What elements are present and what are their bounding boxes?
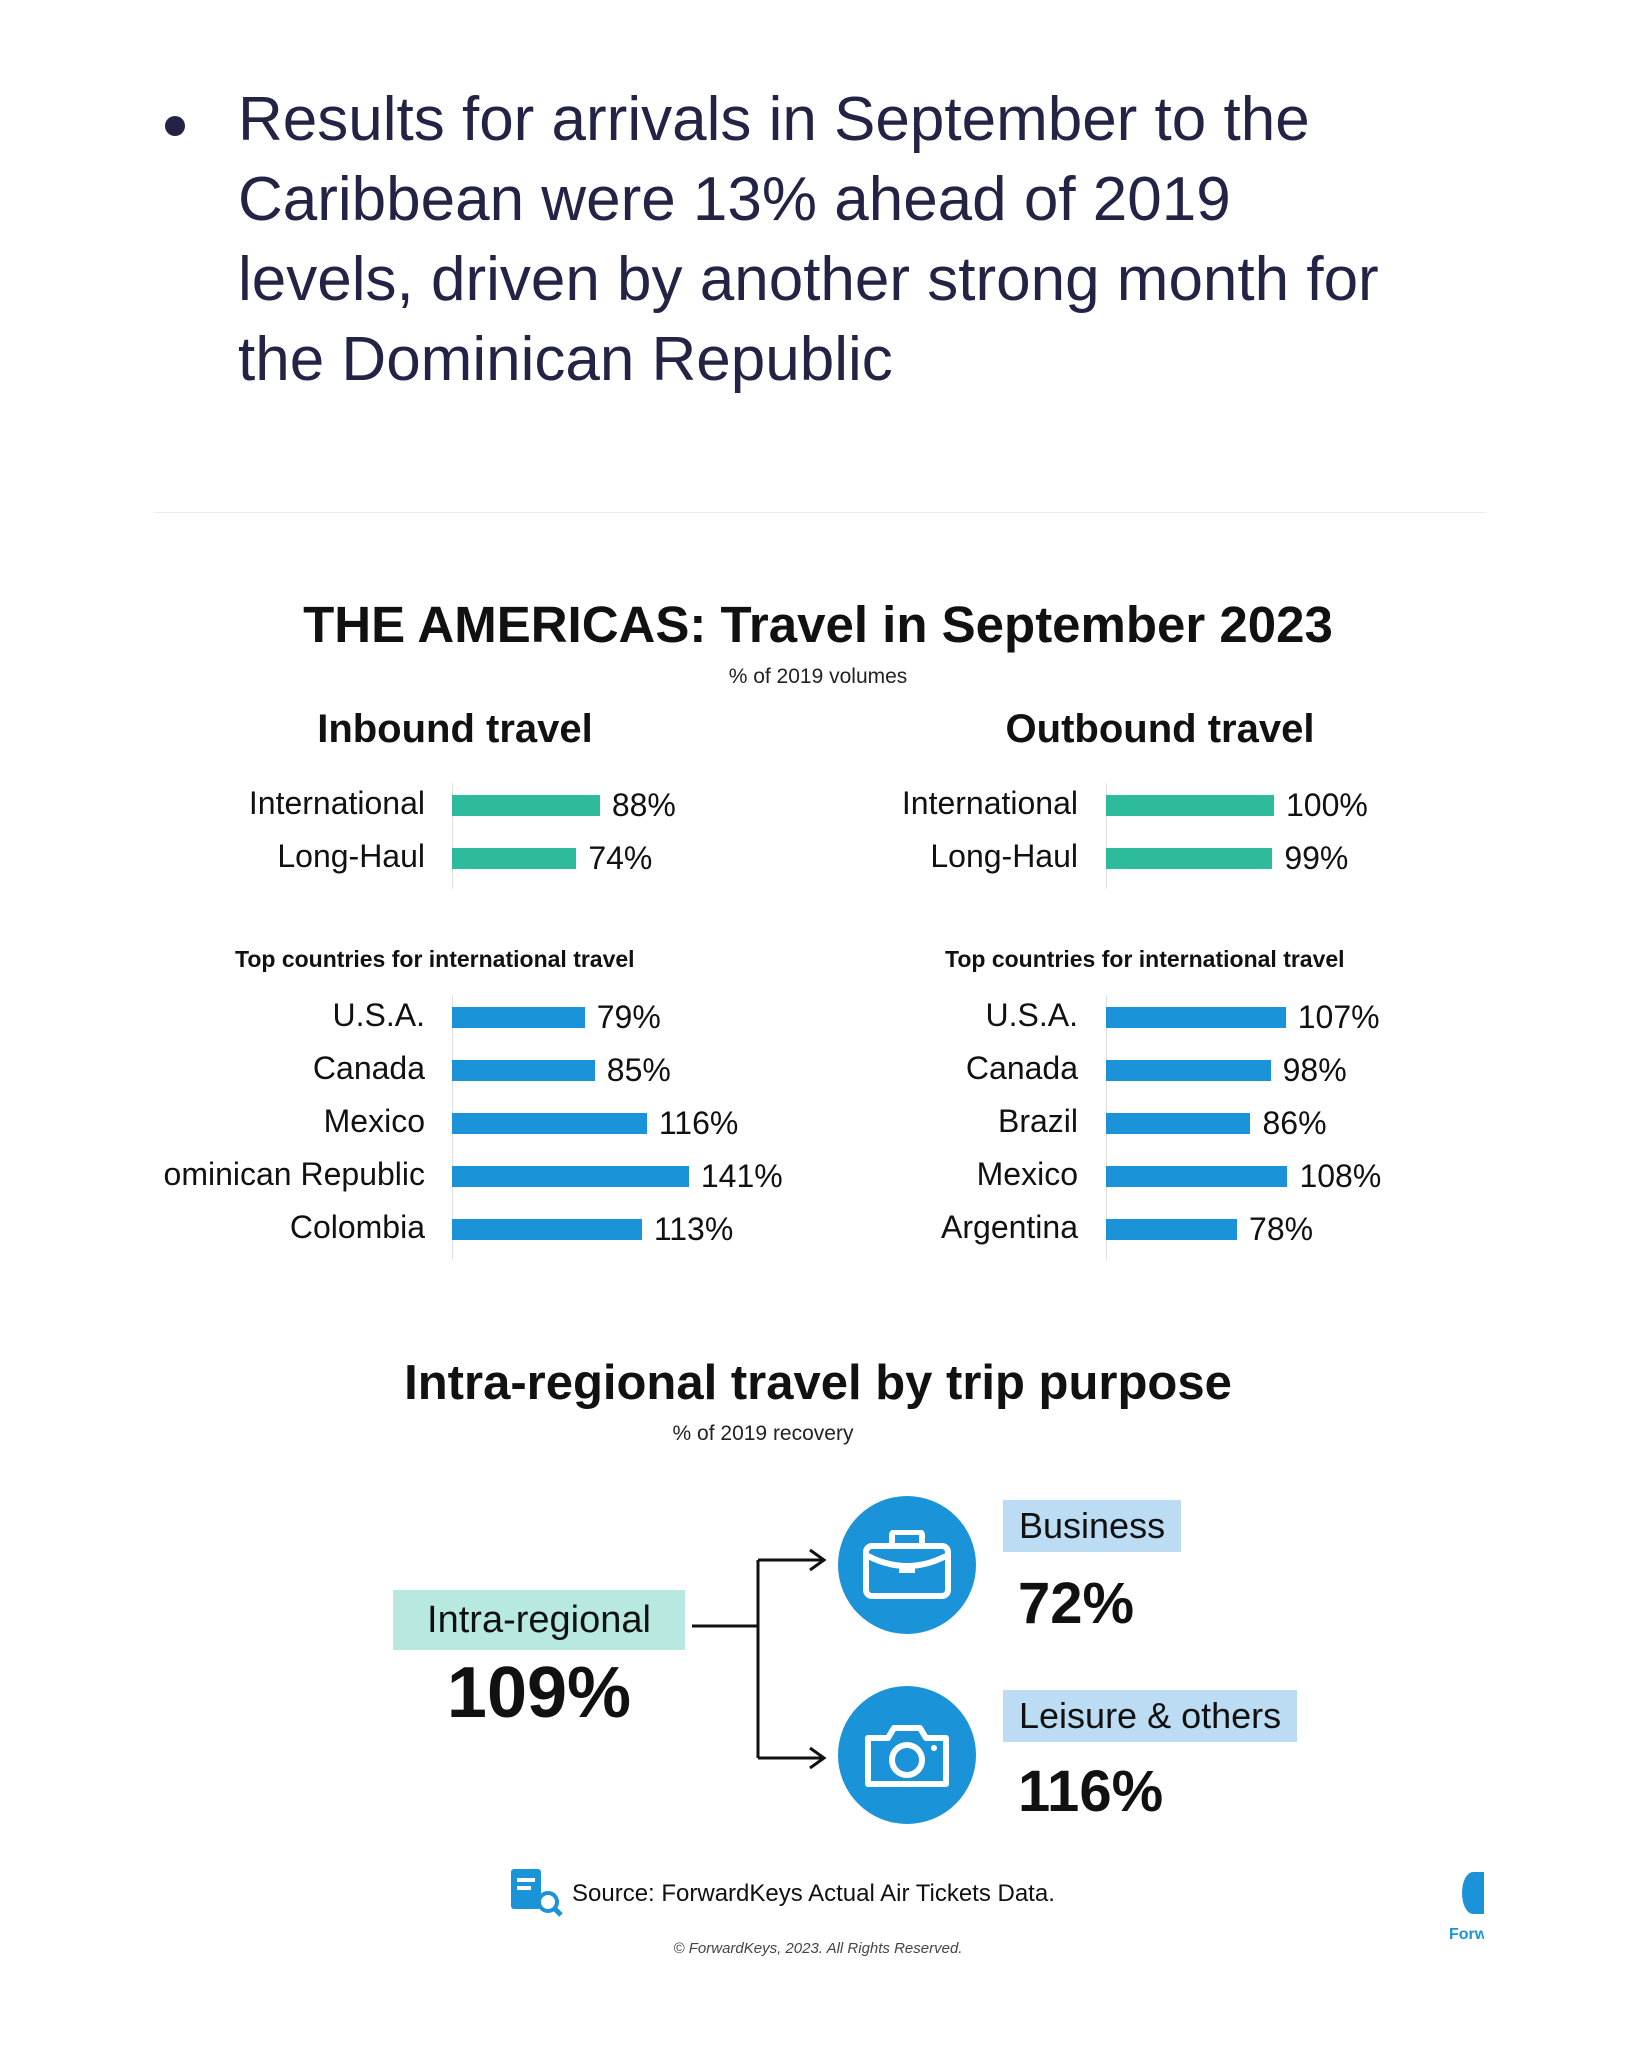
intra-regional-subtitle: % of 2019 recovery	[672, 1422, 854, 1445]
camera-icon	[838, 1686, 976, 1824]
briefcase-icon	[838, 1496, 976, 1634]
inbound-top-countries-label: Top countries for international travel	[235, 946, 635, 972]
bar-label: Mexico	[976, 1156, 1078, 1192]
bar-label: Mexico	[323, 1103, 425, 1139]
bar-value-label: 107%	[1297, 999, 1380, 1035]
bar-value-label: 78%	[1249, 1211, 1314, 1247]
bar-value-label: 98%	[1282, 1052, 1347, 1088]
bar-label: International	[901, 785, 1078, 821]
bar	[1106, 795, 1274, 816]
chart-axis-line	[1106, 783, 1107, 889]
bar-value-label: 99%	[1284, 840, 1349, 876]
bar	[452, 1060, 595, 1081]
bar-value-label: 116%	[658, 1105, 739, 1141]
bar-value-label: 113%	[653, 1211, 734, 1247]
source-text: Source: ForwardKeys Actual Air Tickets D…	[572, 1880, 1055, 1907]
inbound-heading: Inbound travel	[317, 707, 593, 751]
outbound-heading: Outbound travel	[1005, 707, 1315, 751]
bar-value-label: 108%	[1299, 1158, 1382, 1194]
bar-label: Canada	[965, 1050, 1078, 1086]
bar	[452, 1166, 689, 1187]
chart-subtitle: % of 2019 volumes	[728, 665, 908, 688]
intra-regional-title: Intra-regional travel by trip purpose	[404, 1356, 1232, 1410]
intra-regional-tag: Intra-regional	[393, 1590, 685, 1650]
bar-label: Long-Haul	[277, 838, 425, 874]
bar-value-label: 79%	[596, 999, 661, 1035]
forwardkeys-logo	[1462, 1872, 1484, 1914]
intra-regional-value: 109%	[446, 1653, 632, 1733]
bar-value-label: 85%	[606, 1052, 671, 1088]
bar	[1106, 1113, 1251, 1134]
divider	[155, 512, 1485, 513]
bar-label: International	[248, 785, 425, 821]
bar-label: Brazil	[997, 1103, 1078, 1139]
bar-label: U.S.A.	[985, 997, 1078, 1033]
bar	[452, 795, 600, 816]
bar	[1106, 1007, 1286, 1028]
bar-value-label: 74%	[588, 840, 653, 876]
chart-axis-line	[452, 783, 453, 889]
bar	[452, 1219, 642, 1240]
flow-connector	[692, 1548, 827, 1770]
leisure-tag: Leisure & others	[1003, 1690, 1298, 1742]
bar	[1106, 1219, 1238, 1240]
bar-value-label: 141%	[700, 1158, 783, 1194]
bar	[1106, 1060, 1271, 1081]
bar-label: Long-Haul	[930, 838, 1078, 874]
bar-label: Colombia	[289, 1209, 425, 1245]
business-tag: Business	[1003, 1500, 1182, 1552]
bar-value-label: 86%	[1262, 1105, 1327, 1141]
bar	[452, 848, 577, 869]
document-search-icon	[508, 1866, 564, 1923]
forwardkeys-logo-text: Forw	[1449, 1926, 1484, 1943]
copyright-text: © ForwardKeys, 2023. All Rights Reserved…	[673, 1940, 963, 1957]
bar-label: ominican Republic	[163, 1156, 425, 1192]
outbound-top-countries-label: Top countries for international travel	[945, 946, 1345, 972]
bar-value-label: 88%	[611, 787, 676, 823]
bar	[452, 1007, 585, 1028]
bar-value-label: 100%	[1286, 787, 1368, 823]
leisure-value: 116%	[1018, 1759, 1164, 1824]
bar-label: U.S.A.	[332, 997, 425, 1033]
bar-label: Canada	[312, 1050, 425, 1086]
bar-label: Argentina	[941, 1209, 1078, 1245]
bullet-text: Results for arrivals in September to the…	[238, 85, 1379, 394]
bar	[452, 1113, 647, 1134]
bullet-point-icon	[165, 116, 185, 136]
bar	[1106, 1166, 1288, 1187]
business-value: 72%	[1018, 1571, 1135, 1636]
bar	[1106, 848, 1273, 869]
chart-title: THE AMERICAS: Travel in September 2023	[303, 596, 1333, 653]
